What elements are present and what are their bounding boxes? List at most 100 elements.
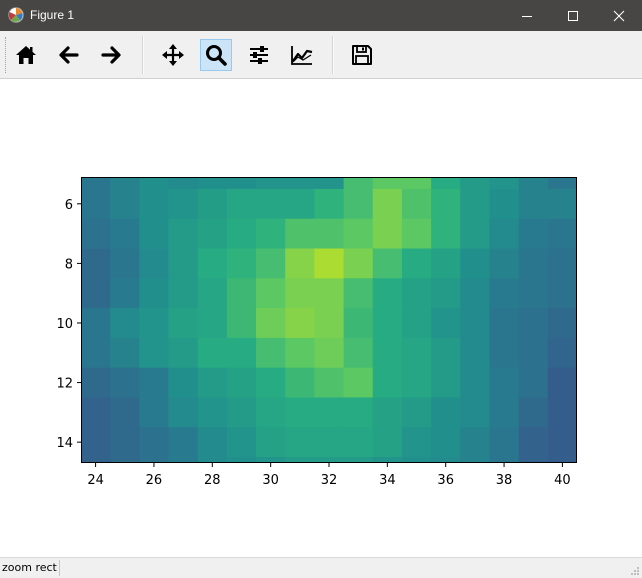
figure-canvas[interactable]: 24 26 28 30 32 34 36 38 40 6 8 10 12 14 — [0, 79, 642, 557]
heatmap-cell — [285, 397, 315, 428]
heatmap-cell — [314, 177, 344, 190]
heatmap-cell — [518, 337, 549, 369]
heatmap-cell — [460, 278, 490, 309]
heatmap-cell — [314, 188, 344, 220]
heatmap-cell — [256, 308, 286, 339]
heatmap-cell — [285, 188, 315, 220]
heatmap-cell — [489, 278, 520, 309]
heatmap-cell — [547, 367, 577, 398]
matplotlib-logo-icon[interactable] — [8, 7, 24, 23]
heatmap-cell — [110, 457, 140, 463]
floppy-disk-icon — [352, 45, 372, 65]
close-button[interactable] — [596, 0, 642, 31]
heatmap-cell — [285, 457, 315, 463]
pan-button[interactable] — [157, 39, 189, 71]
heatmap-cell — [314, 308, 344, 339]
heatmap-cell — [139, 188, 169, 220]
heatmap-cell — [226, 308, 257, 339]
forward-button[interactable] — [95, 39, 127, 71]
heatmap-cell — [401, 427, 432, 458]
heatmap-cell — [168, 188, 199, 220]
y-axis: 6 8 10 12 14 — [56, 198, 81, 451]
resize-grip-icon[interactable] — [630, 566, 640, 576]
heatmap-cell — [256, 397, 286, 428]
heatmap-cell — [226, 248, 257, 279]
heatmap-cell — [110, 177, 140, 190]
maximize-button[interactable] — [550, 0, 596, 31]
heatmap-cell — [139, 367, 169, 398]
heatmap-cell — [139, 427, 169, 458]
home-icon — [16, 46, 36, 64]
heatmap-cell — [285, 248, 315, 279]
minimize-button[interactable] — [504, 0, 550, 31]
y-tick-label: 10 — [56, 317, 73, 332]
heatmap-cell — [372, 308, 403, 339]
heatmap-cell — [431, 218, 461, 249]
heatmap-cell — [518, 248, 549, 279]
heatmap-cell — [81, 457, 111, 463]
x-tick-label: 34 — [379, 473, 396, 488]
heatmap-cell — [168, 427, 199, 458]
back-button[interactable] — [53, 39, 85, 71]
heatmap-cell — [372, 248, 403, 279]
heatmap-cell — [489, 188, 520, 220]
heatmap-cell — [139, 218, 169, 249]
edit-axes-button[interactable] — [286, 39, 318, 71]
home-button[interactable] — [10, 39, 42, 71]
heatmap-cell — [343, 457, 374, 463]
heatmap-cell — [343, 308, 374, 339]
heatmap-cell — [197, 427, 228, 458]
zoom-button[interactable] — [200, 39, 232, 71]
heatmap-cell — [401, 337, 432, 369]
save-button[interactable] — [346, 39, 378, 71]
minimize-icon — [522, 16, 532, 17]
heatmap-cell — [372, 397, 403, 428]
x-tick-label: 32 — [321, 473, 338, 488]
heatmap-cell — [518, 397, 549, 428]
heatmap-cell — [431, 367, 461, 398]
heatmap-cell — [256, 188, 286, 220]
line-chart-icon — [291, 46, 313, 65]
heatmap-cell — [518, 177, 549, 190]
heatmap-cell — [343, 278, 374, 309]
heatmap-cell — [401, 367, 432, 398]
heatmap-cell — [168, 337, 199, 369]
heatmap-cell — [372, 188, 403, 220]
x-tick-label: 38 — [496, 473, 513, 488]
heatmap-cell — [518, 367, 549, 398]
heatmap-cell — [401, 457, 432, 463]
x-tick-label: 30 — [262, 473, 279, 488]
heatmap-cell — [110, 248, 140, 279]
title-bar: Figure 1 — [0, 0, 642, 31]
heatmap-cell — [431, 427, 461, 458]
heatmap-cell — [489, 367, 520, 398]
heatmap-cell — [314, 278, 344, 309]
heatmap-cell — [372, 278, 403, 309]
heatmap-cell — [401, 188, 432, 220]
heatmap-cell — [489, 337, 520, 369]
heatmap-cell — [197, 218, 228, 249]
heatmap-cell — [256, 278, 286, 309]
heatmap-cell — [431, 337, 461, 369]
heatmap-cell — [489, 218, 520, 249]
heatmap-cell — [547, 308, 577, 339]
heatmap-figure[interactable]: 24 26 28 30 32 34 36 38 40 6 8 10 12 14 — [0, 79, 642, 557]
toolbar-grip[interactable] — [5, 37, 8, 73]
heatmap-cell — [401, 218, 432, 249]
heatmap-cell — [226, 397, 257, 428]
heatmap-cell — [197, 457, 228, 463]
heatmap-cell — [460, 427, 490, 458]
heatmap-cell — [110, 218, 140, 249]
heatmap-cell — [547, 278, 577, 309]
subplots-button[interactable] — [243, 39, 275, 71]
y-tick-label: 8 — [65, 257, 73, 272]
heatmap-cell — [168, 248, 199, 279]
heatmap-cell — [197, 188, 228, 220]
heatmap-cell — [489, 177, 520, 190]
heatmap-cell — [314, 248, 344, 279]
y-tick-label: 12 — [56, 377, 73, 392]
heatmap-cell — [139, 278, 169, 309]
heatmap-cell — [256, 248, 286, 279]
heatmap-cell — [431, 177, 461, 190]
heatmap-cell — [401, 278, 432, 309]
